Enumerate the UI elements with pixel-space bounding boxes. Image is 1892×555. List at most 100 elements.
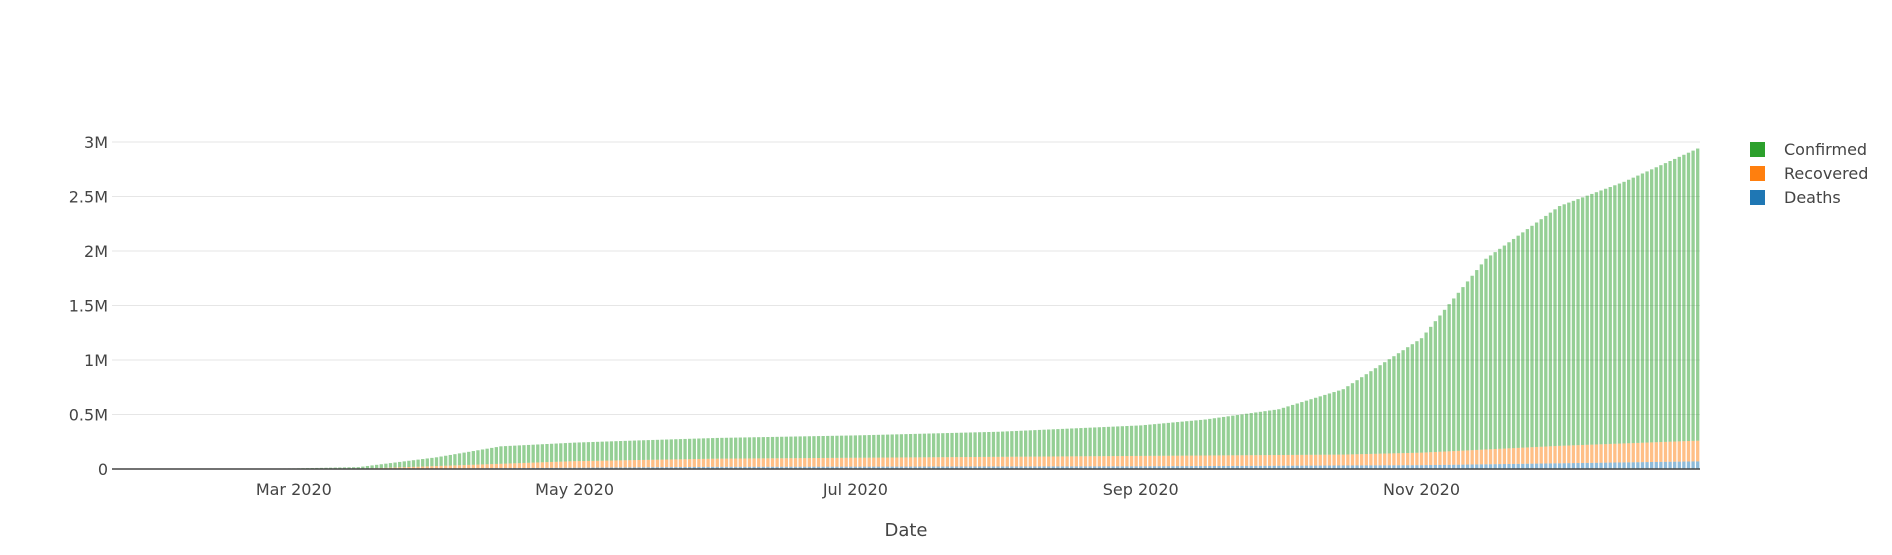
- bar-confirmed: [1060, 428, 1065, 457]
- bar-confirmed: [513, 445, 517, 464]
- bar-confirmed: [1544, 215, 1548, 447]
- bar-deaths: [1415, 465, 1419, 469]
- bar-confirmed: [361, 466, 365, 469]
- bar-deaths: [1677, 461, 1681, 469]
- bar-recovered: [1346, 454, 1350, 466]
- bar-recovered: [1511, 448, 1516, 464]
- bar-deaths: [1217, 465, 1221, 469]
- bar-deaths: [1208, 466, 1212, 469]
- bar-confirmed: [499, 446, 503, 464]
- bar-confirmed: [1410, 344, 1414, 453]
- bar-confirmed: [444, 455, 448, 466]
- bar-deaths: [1369, 465, 1373, 469]
- bar-deaths: [1590, 462, 1594, 469]
- bar-recovered: [1097, 456, 1101, 467]
- bar-deaths: [706, 466, 710, 469]
- bar-confirmed: [812, 436, 816, 459]
- bar-recovered: [780, 458, 784, 467]
- bar-deaths: [1355, 465, 1359, 469]
- bar-recovered: [757, 458, 761, 467]
- legend-item-deaths[interactable]: Deaths: [1750, 188, 1841, 207]
- bar-confirmed: [453, 454, 457, 466]
- bar-confirmed: [517, 445, 522, 464]
- bars: [112, 148, 1700, 470]
- bar-confirmed: [664, 439, 669, 460]
- bar-deaths: [1033, 466, 1037, 469]
- bar-confirmed: [1548, 212, 1553, 447]
- bar-deaths: [1673, 461, 1677, 469]
- bar-deaths: [821, 466, 825, 469]
- bar-recovered: [1065, 456, 1069, 467]
- bar-recovered: [1037, 456, 1042, 467]
- y-tick-label: 3M: [84, 133, 108, 152]
- bar-deaths: [1300, 465, 1304, 469]
- bar-recovered: [1157, 455, 1161, 467]
- bar-confirmed: [775, 436, 779, 459]
- bar-confirmed: [398, 461, 402, 468]
- bar-deaths: [724, 466, 729, 469]
- bar-confirmed: [1290, 404, 1295, 455]
- bar-deaths: [1571, 463, 1576, 469]
- bar-deaths: [701, 466, 706, 469]
- bar-confirmed: [646, 440, 650, 460]
- legend-item-confirmed[interactable]: Confirmed: [1750, 140, 1867, 159]
- bar-deaths: [1341, 465, 1345, 469]
- bar-recovered: [1631, 443, 1635, 463]
- bar-deaths: [964, 466, 968, 469]
- bar-confirmed: [1024, 430, 1028, 457]
- bar-confirmed: [1562, 204, 1566, 446]
- bar-deaths: [798, 466, 802, 469]
- bar-recovered: [1277, 455, 1281, 466]
- bar-confirmed: [407, 460, 411, 467]
- bar-recovered: [1332, 454, 1336, 466]
- bar-confirmed: [1267, 410, 1272, 456]
- bar-confirmed: [793, 436, 798, 459]
- bar-recovered: [1668, 441, 1672, 462]
- bar-deaths: [1645, 462, 1649, 469]
- bar-confirmed: [770, 436, 775, 459]
- bar-deaths: [1231, 465, 1235, 469]
- bar-confirmed: [1139, 425, 1143, 456]
- bar-recovered: [1659, 442, 1663, 462]
- bar-deaths: [1180, 466, 1184, 469]
- bar-deaths: [1272, 465, 1276, 469]
- bar-confirmed: [872, 434, 876, 458]
- bar-deaths: [918, 466, 922, 469]
- bar-deaths: [950, 466, 954, 469]
- bar-recovered: [494, 463, 498, 469]
- bar-recovered: [1360, 454, 1364, 466]
- bar-deaths: [743, 466, 747, 469]
- bar-confirmed: [853, 435, 858, 458]
- legend[interactable]: Confirmed Recovered Deaths: [1750, 140, 1868, 207]
- bar-deaths: [1442, 464, 1447, 469]
- bar-deaths: [895, 466, 899, 469]
- bar-deaths: [881, 466, 885, 469]
- bar-deaths: [1221, 465, 1226, 469]
- bar-confirmed: [724, 437, 729, 459]
- bar-confirmed: [1659, 165, 1663, 443]
- bar-deaths: [1267, 465, 1272, 469]
- bar-deaths: [1166, 466, 1171, 469]
- bar-recovered: [1364, 454, 1368, 466]
- bar-confirmed: [545, 444, 549, 463]
- bar-deaths: [1594, 462, 1599, 469]
- bar-recovered: [1590, 444, 1594, 463]
- bar-deaths: [977, 466, 982, 469]
- bar-confirmed: [941, 433, 945, 458]
- bar-recovered: [789, 458, 793, 467]
- bar-recovered: [1539, 446, 1543, 464]
- bar-deaths: [660, 467, 664, 469]
- bar-deaths: [1189, 466, 1194, 469]
- bar-recovered: [591, 460, 595, 468]
- legend-item-recovered[interactable]: Recovered: [1750, 164, 1868, 183]
- bar-deaths: [1074, 466, 1078, 469]
- bar-recovered: [941, 457, 945, 467]
- bar-recovered: [1272, 455, 1276, 466]
- bar-deaths: [655, 467, 660, 469]
- bar-confirmed: [1263, 411, 1267, 456]
- bar-recovered: [1180, 455, 1184, 467]
- bar-recovered: [614, 460, 618, 468]
- bar-confirmed: [1539, 219, 1543, 447]
- y-tick-label: 1M: [84, 351, 108, 370]
- bar-deaths: [830, 466, 835, 469]
